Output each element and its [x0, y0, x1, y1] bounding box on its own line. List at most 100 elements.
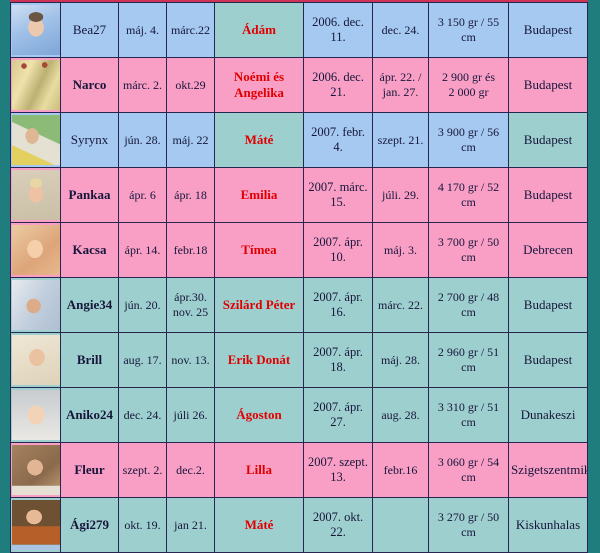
baby-photo-cell: [10, 332, 61, 388]
city-cell: Kiskunhalas: [508, 497, 588, 553]
city-cell: Budapest: [508, 57, 588, 113]
username-cell: Kacsa: [60, 222, 119, 278]
city-cell: Dunakeszi: [508, 387, 588, 443]
baby-name-cell: Máté: [214, 497, 304, 553]
baby-photo-cell: [10, 57, 61, 113]
baby-registry-table: Bea27 máj. 4. márc.22 Ádám 2006. dec. 11…: [10, 2, 588, 553]
table-row: Aniko24 dec. 24. júli 26. Ágoston 2007. …: [10, 387, 588, 443]
baby-name-cell: Szilárd Péter: [214, 277, 304, 333]
city-cell: Budapest: [508, 332, 588, 388]
date3-cell: febr.16: [372, 442, 429, 498]
weight-cell: 3 060 gr / 54 cm: [428, 442, 509, 498]
date2-cell: júli 26.: [166, 387, 215, 443]
baby-photo-cell: [10, 112, 61, 168]
username-cell: Narco: [60, 57, 119, 113]
baby-photo: [11, 390, 60, 440]
table-row: Angie34 jún. 20. ápr.30. nov. 25 Szilárd…: [10, 277, 588, 333]
date1-cell: ápr. 14.: [118, 222, 167, 278]
birth-date-cell: 2006. dec. 11.: [303, 2, 373, 58]
birth-date-cell: 2007. okt. 22.: [303, 497, 373, 553]
username-cell: Angie34: [60, 277, 119, 333]
city-cell: Budapest: [508, 277, 588, 333]
weight-cell: 2 900 gr és 2 000 gr: [428, 57, 509, 113]
date1-cell: ápr. 6: [118, 167, 167, 223]
table-top-border: [10, 0, 588, 2]
date3-cell: aug. 28.: [372, 387, 429, 443]
baby-name-cell: Máté: [214, 112, 304, 168]
weight-cell: 3 150 gr / 55 cm: [428, 2, 509, 58]
baby-name-cell: Ádám: [214, 2, 304, 58]
birth-date-cell: 2007. febr. 4.: [303, 112, 373, 168]
weight-cell: 3 700 gr / 50 cm: [428, 222, 509, 278]
birth-date-cell: 2007. ápr. 10.: [303, 222, 373, 278]
baby-photo-cell: [10, 2, 61, 58]
table-row: Kacsa ápr. 14. febr.18 Tímea 2007. ápr. …: [10, 222, 588, 278]
table-row: Syrynx jún. 28. máj. 22 Máté 2007. febr.…: [10, 112, 588, 168]
date1-cell: szept. 2.: [118, 442, 167, 498]
city-cell: Budapest: [508, 2, 588, 58]
weight-cell: 3 270 gr / 50 cm: [428, 497, 509, 553]
date1-cell: jún. 20.: [118, 277, 167, 333]
baby-photo: [11, 445, 60, 495]
baby-name-cell: Tímea: [214, 222, 304, 278]
date3-cell: máj. 3.: [372, 222, 429, 278]
username-cell: Bea27: [60, 2, 119, 58]
date3-cell: szept. 21.: [372, 112, 429, 168]
birth-date-cell: 2007. ápr. 16.: [303, 277, 373, 333]
date1-cell: jún. 28.: [118, 112, 167, 168]
baby-photo-cell: [10, 497, 61, 553]
baby-photo: [11, 5, 60, 55]
username-cell: Ági279: [60, 497, 119, 553]
baby-photo: [11, 500, 60, 550]
date3-cell: [372, 497, 429, 553]
date1-cell: máj. 4.: [118, 2, 167, 58]
baby-photo-cell: [10, 277, 61, 333]
date1-cell: aug. 17.: [118, 332, 167, 388]
birth-date-cell: 2007. szept. 13.: [303, 442, 373, 498]
baby-name-cell: Lilla: [214, 442, 304, 498]
baby-name-cell: Erik Donát: [214, 332, 304, 388]
city-cell: Budapest: [508, 167, 588, 223]
birth-date-cell: 2007. ápr. 27.: [303, 387, 373, 443]
username-cell: Pankaa: [60, 167, 119, 223]
date2-cell: ápr.30. nov. 25: [166, 277, 215, 333]
baby-photo-cell: [10, 442, 61, 498]
baby-photo: [11, 115, 60, 165]
date3-cell: dec. 24.: [372, 2, 429, 58]
city-cell: Budapest: [508, 112, 588, 168]
date2-cell: febr.18: [166, 222, 215, 278]
table-row: Fleur szept. 2. dec.2. Lilla 2007. szept…: [10, 442, 588, 498]
date2-cell: ápr. 18: [166, 167, 215, 223]
date1-cell: okt. 19.: [118, 497, 167, 553]
weight-cell: 4 170 gr / 52 cm: [428, 167, 509, 223]
date2-cell: máj. 22: [166, 112, 215, 168]
table-row: Narco márc. 2. okt.29 Noémi és Angelika …: [10, 57, 588, 113]
baby-photo-cell: [10, 167, 61, 223]
baby-photo: [11, 280, 60, 330]
date3-cell: júli. 29.: [372, 167, 429, 223]
weight-cell: 2 700 gr / 48 cm: [428, 277, 509, 333]
birth-date-cell: 2007. ápr. 18.: [303, 332, 373, 388]
date2-cell: jan 21.: [166, 497, 215, 553]
city-cell: Debrecen: [508, 222, 588, 278]
table-row: Ági279 okt. 19. jan 21. Máté 2007. okt. …: [10, 497, 588, 553]
username-cell: Fleur: [60, 442, 119, 498]
baby-photo: [11, 335, 60, 385]
username-cell: Brill: [60, 332, 119, 388]
baby-photo-cell: [10, 222, 61, 278]
username-cell: Aniko24: [60, 387, 119, 443]
baby-photo: [11, 225, 60, 275]
page: { "colors": { "page_background": "#1f7d7…: [10, 0, 588, 553]
date3-cell: márc. 22.: [372, 277, 429, 333]
birth-date-cell: 2006. dec. 21.: [303, 57, 373, 113]
baby-name-cell: Emilia: [214, 167, 304, 223]
date2-cell: nov. 13.: [166, 332, 215, 388]
username-cell: Syrynx: [60, 112, 119, 168]
table-row: Bea27 máj. 4. márc.22 Ádám 2006. dec. 11…: [10, 2, 588, 58]
weight-cell: 3 310 gr / 51 cm: [428, 387, 509, 443]
table-row: Brill aug. 17. nov. 13. Erik Donát 2007.…: [10, 332, 588, 388]
baby-name-cell: Ágoston: [214, 387, 304, 443]
date2-cell: dec.2.: [166, 442, 215, 498]
birth-date-cell: 2007. márc. 15.: [303, 167, 373, 223]
baby-photo: [11, 170, 60, 220]
